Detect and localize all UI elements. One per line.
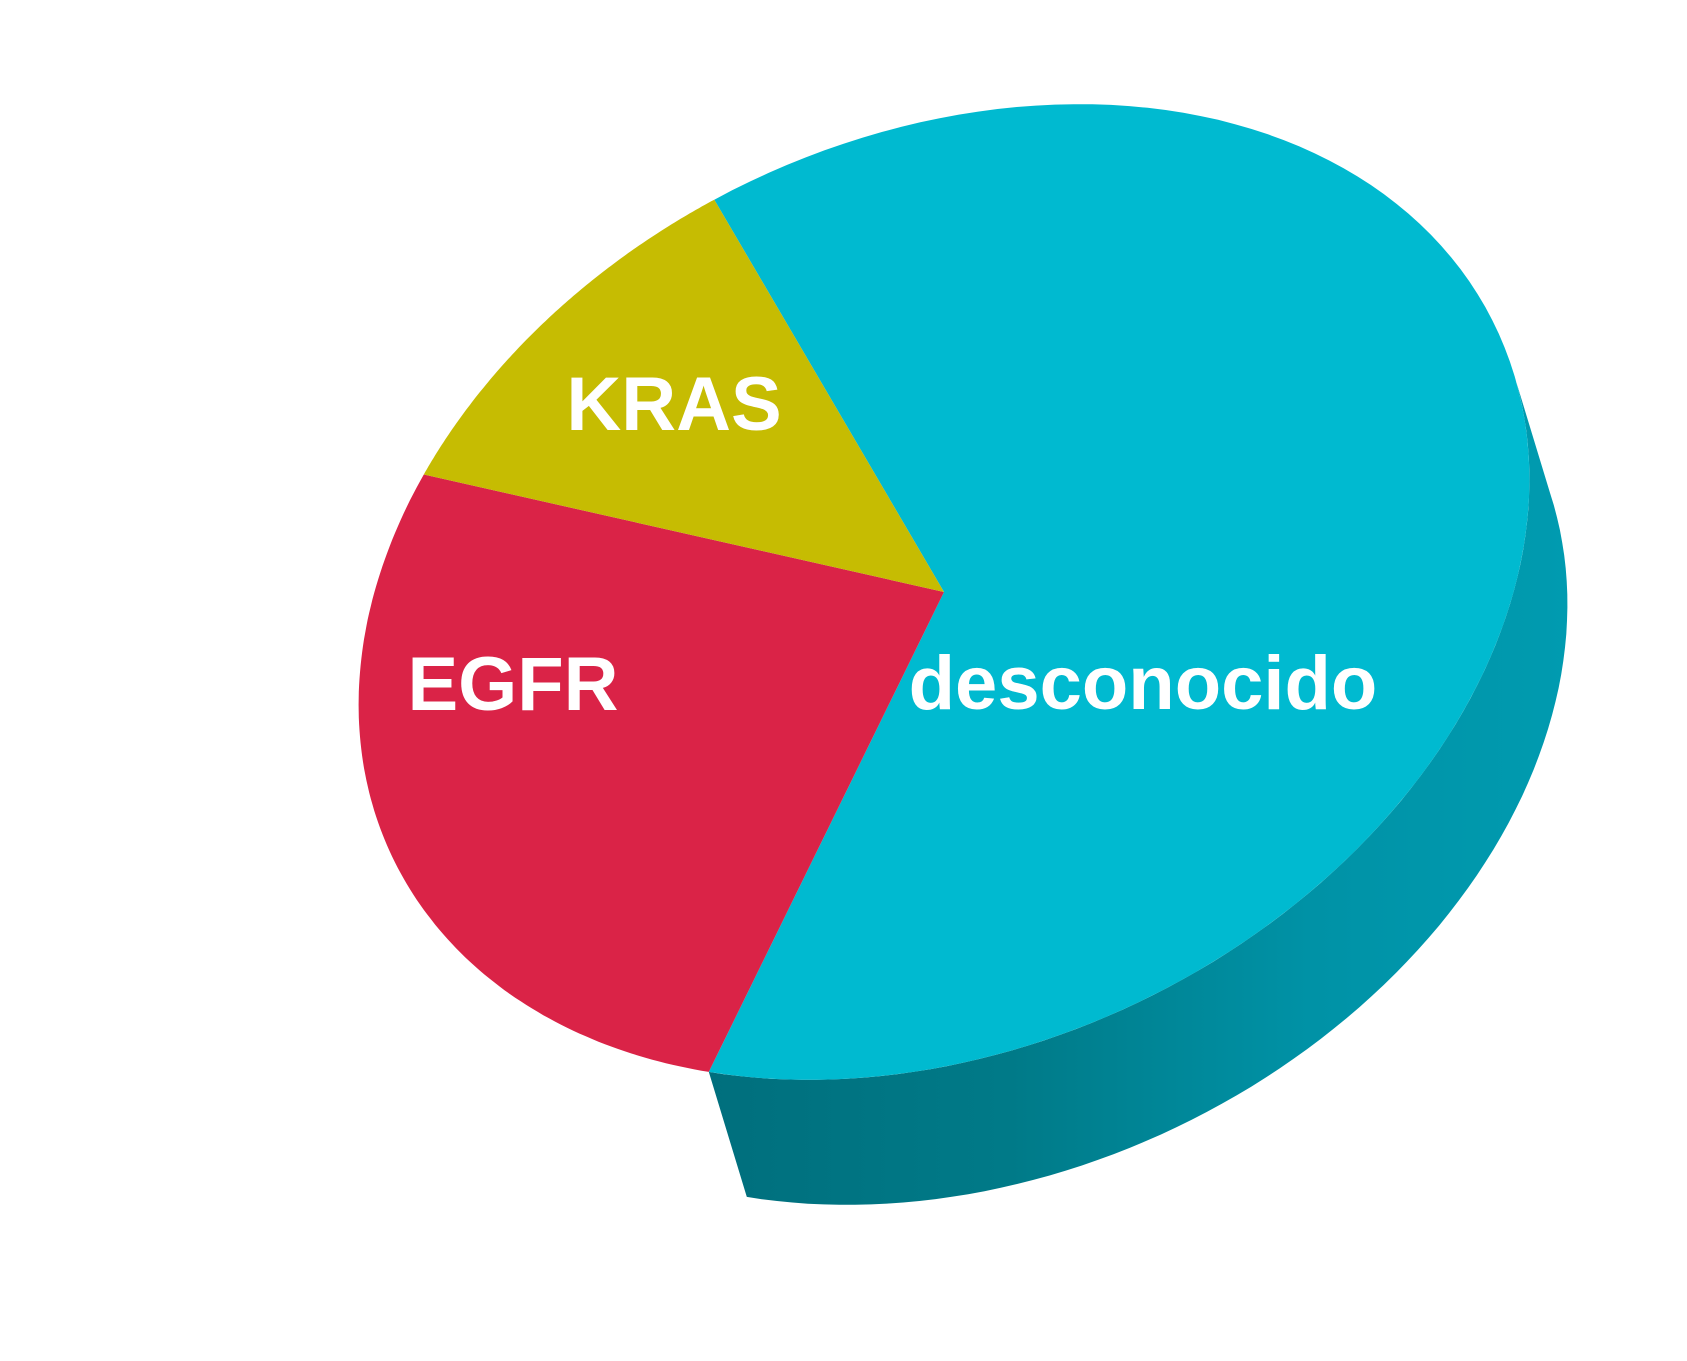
label-kras: KRAS xyxy=(566,362,781,447)
label-desconocido: desconocido xyxy=(909,641,1378,726)
label-egfr: EGFR xyxy=(407,642,618,727)
pie-labels: desconocido KRAS EGFR xyxy=(407,362,1377,727)
slice-desconocido xyxy=(708,104,1530,1080)
pie-sides xyxy=(708,367,1568,1205)
side-desconocido xyxy=(708,367,1568,1205)
pie-top-faces xyxy=(358,104,1530,1080)
slice-kras xyxy=(358,474,945,1072)
slice-egfr xyxy=(423,199,944,592)
